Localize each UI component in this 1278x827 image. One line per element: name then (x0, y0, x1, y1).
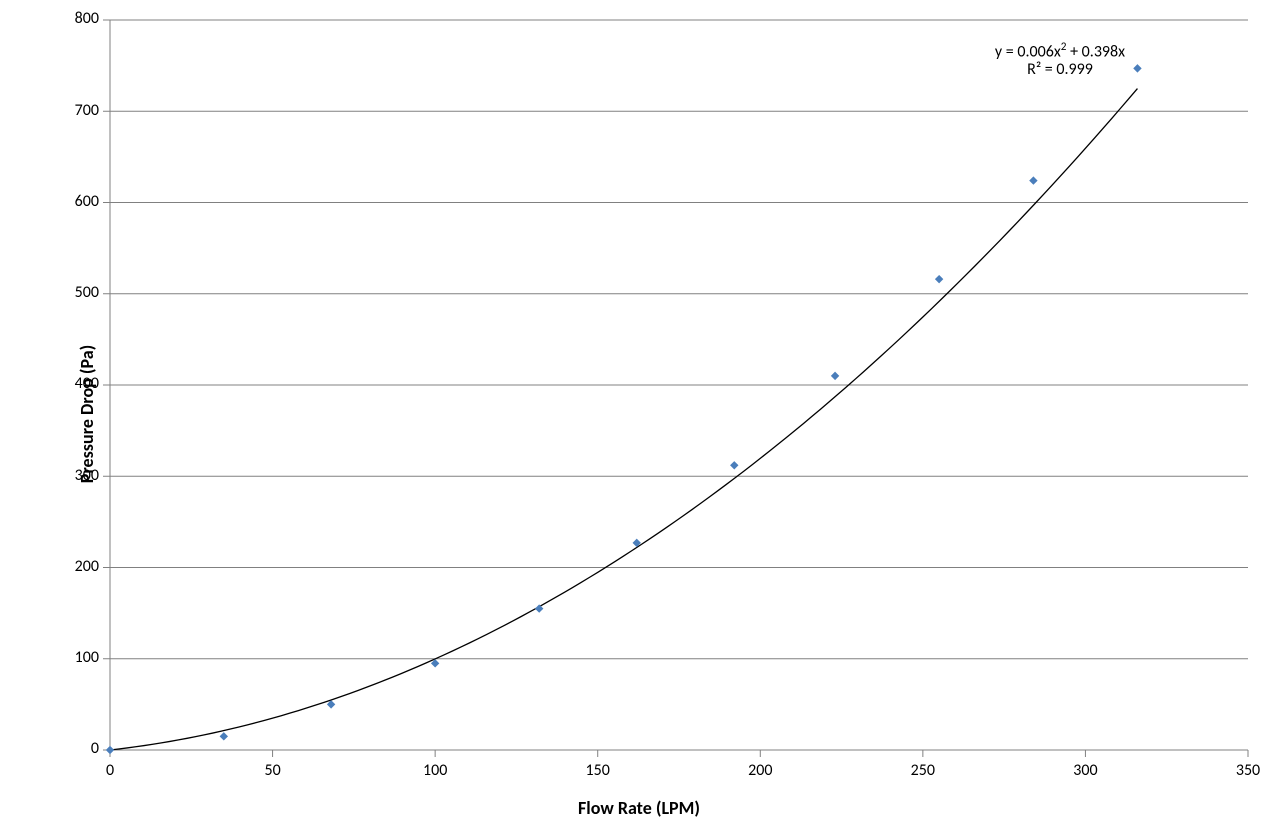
x-tick-label: 300 (1065, 761, 1105, 780)
y-tick-label: 800 (49, 9, 99, 28)
data-marker (936, 276, 943, 283)
y-tick-label: 500 (49, 283, 99, 302)
x-tick-label: 200 (740, 761, 780, 780)
data-marker (432, 660, 439, 667)
x-tick-label: 250 (903, 761, 943, 780)
trendline-equation: y = 0.006x2 + 0.398x (995, 40, 1125, 61)
data-marker (1134, 65, 1141, 72)
data-marker (107, 747, 114, 754)
y-tick-label: 400 (49, 374, 99, 393)
y-tick-label: 0 (49, 739, 99, 758)
x-tick-label: 350 (1228, 761, 1268, 780)
data-marker (832, 372, 839, 379)
data-marker (731, 462, 738, 469)
x-tick-label: 50 (253, 761, 293, 780)
x-tick-label: 0 (90, 761, 130, 780)
plot-svg (0, 0, 1278, 827)
y-tick-label: 100 (49, 648, 99, 667)
x-tick-label: 100 (415, 761, 455, 780)
data-marker (1030, 177, 1037, 184)
y-tick-label: 300 (49, 466, 99, 485)
pressure-flow-chart: Pressure Drop (Pa) Flow Rate (LPM) y = 0… (0, 0, 1278, 827)
trendline-r-squared: R² = 0.999 (1027, 60, 1093, 79)
y-axis-title: Pressure Drop (Pa) (76, 344, 98, 482)
y-tick-label: 600 (49, 192, 99, 211)
y-tick-label: 700 (49, 101, 99, 120)
data-marker (328, 701, 335, 708)
data-marker (536, 605, 543, 612)
x-axis-title: Flow Rate (LPM) (578, 797, 700, 819)
x-tick-label: 150 (578, 761, 618, 780)
y-tick-label: 200 (49, 557, 99, 576)
data-marker (220, 733, 227, 740)
